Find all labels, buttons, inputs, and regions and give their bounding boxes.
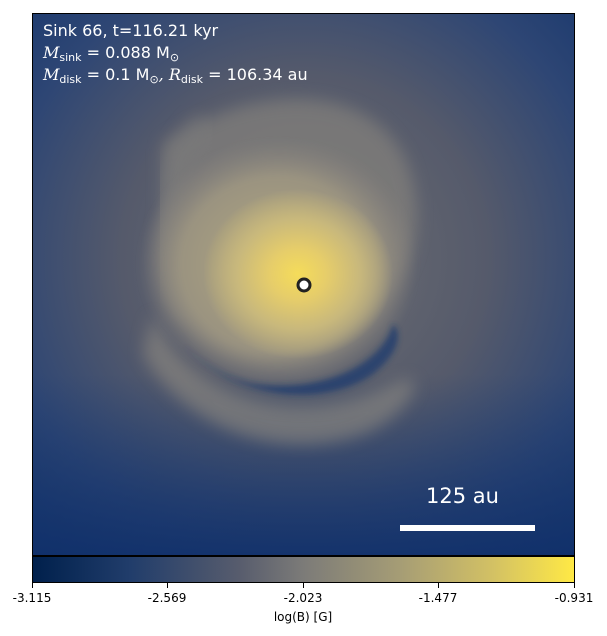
colorbar-tick [438, 583, 439, 588]
scale-bar [400, 525, 535, 531]
colorbar-tick-label: -0.931 [554, 591, 594, 605]
magnetic-field-image [33, 14, 574, 555]
colorbar [32, 556, 575, 583]
annotation-line-1: Sink 66, t=116.21 kyr [43, 21, 219, 40]
annotation-sink-mass: Msink = 0.088 M⊙ [43, 43, 180, 64]
colorbar-tick [167, 583, 168, 588]
colorbar-tick [574, 583, 575, 588]
field-map-panel: Sink 66, t=116.21 kyr Msink = 0.088 M⊙ M… [32, 13, 575, 556]
scale-bar-label: 125 au [426, 484, 499, 508]
colorbar-tick [303, 583, 304, 588]
annotation-disk-props: Mdisk = 0.1 M⊙, Rdisk = 106.34 au [43, 65, 308, 86]
colorbar-tick [32, 583, 33, 588]
colorbar-tick-label: -2.569 [147, 591, 187, 605]
sink-circle-icon [296, 277, 312, 293]
colorbar-tick-label: -3.115 [12, 591, 52, 605]
colorbar-label: log(B) [G] [273, 610, 333, 624]
colorbar-tick-label: -1.477 [418, 591, 458, 605]
colorbar-tick-label: -2.023 [283, 591, 323, 605]
